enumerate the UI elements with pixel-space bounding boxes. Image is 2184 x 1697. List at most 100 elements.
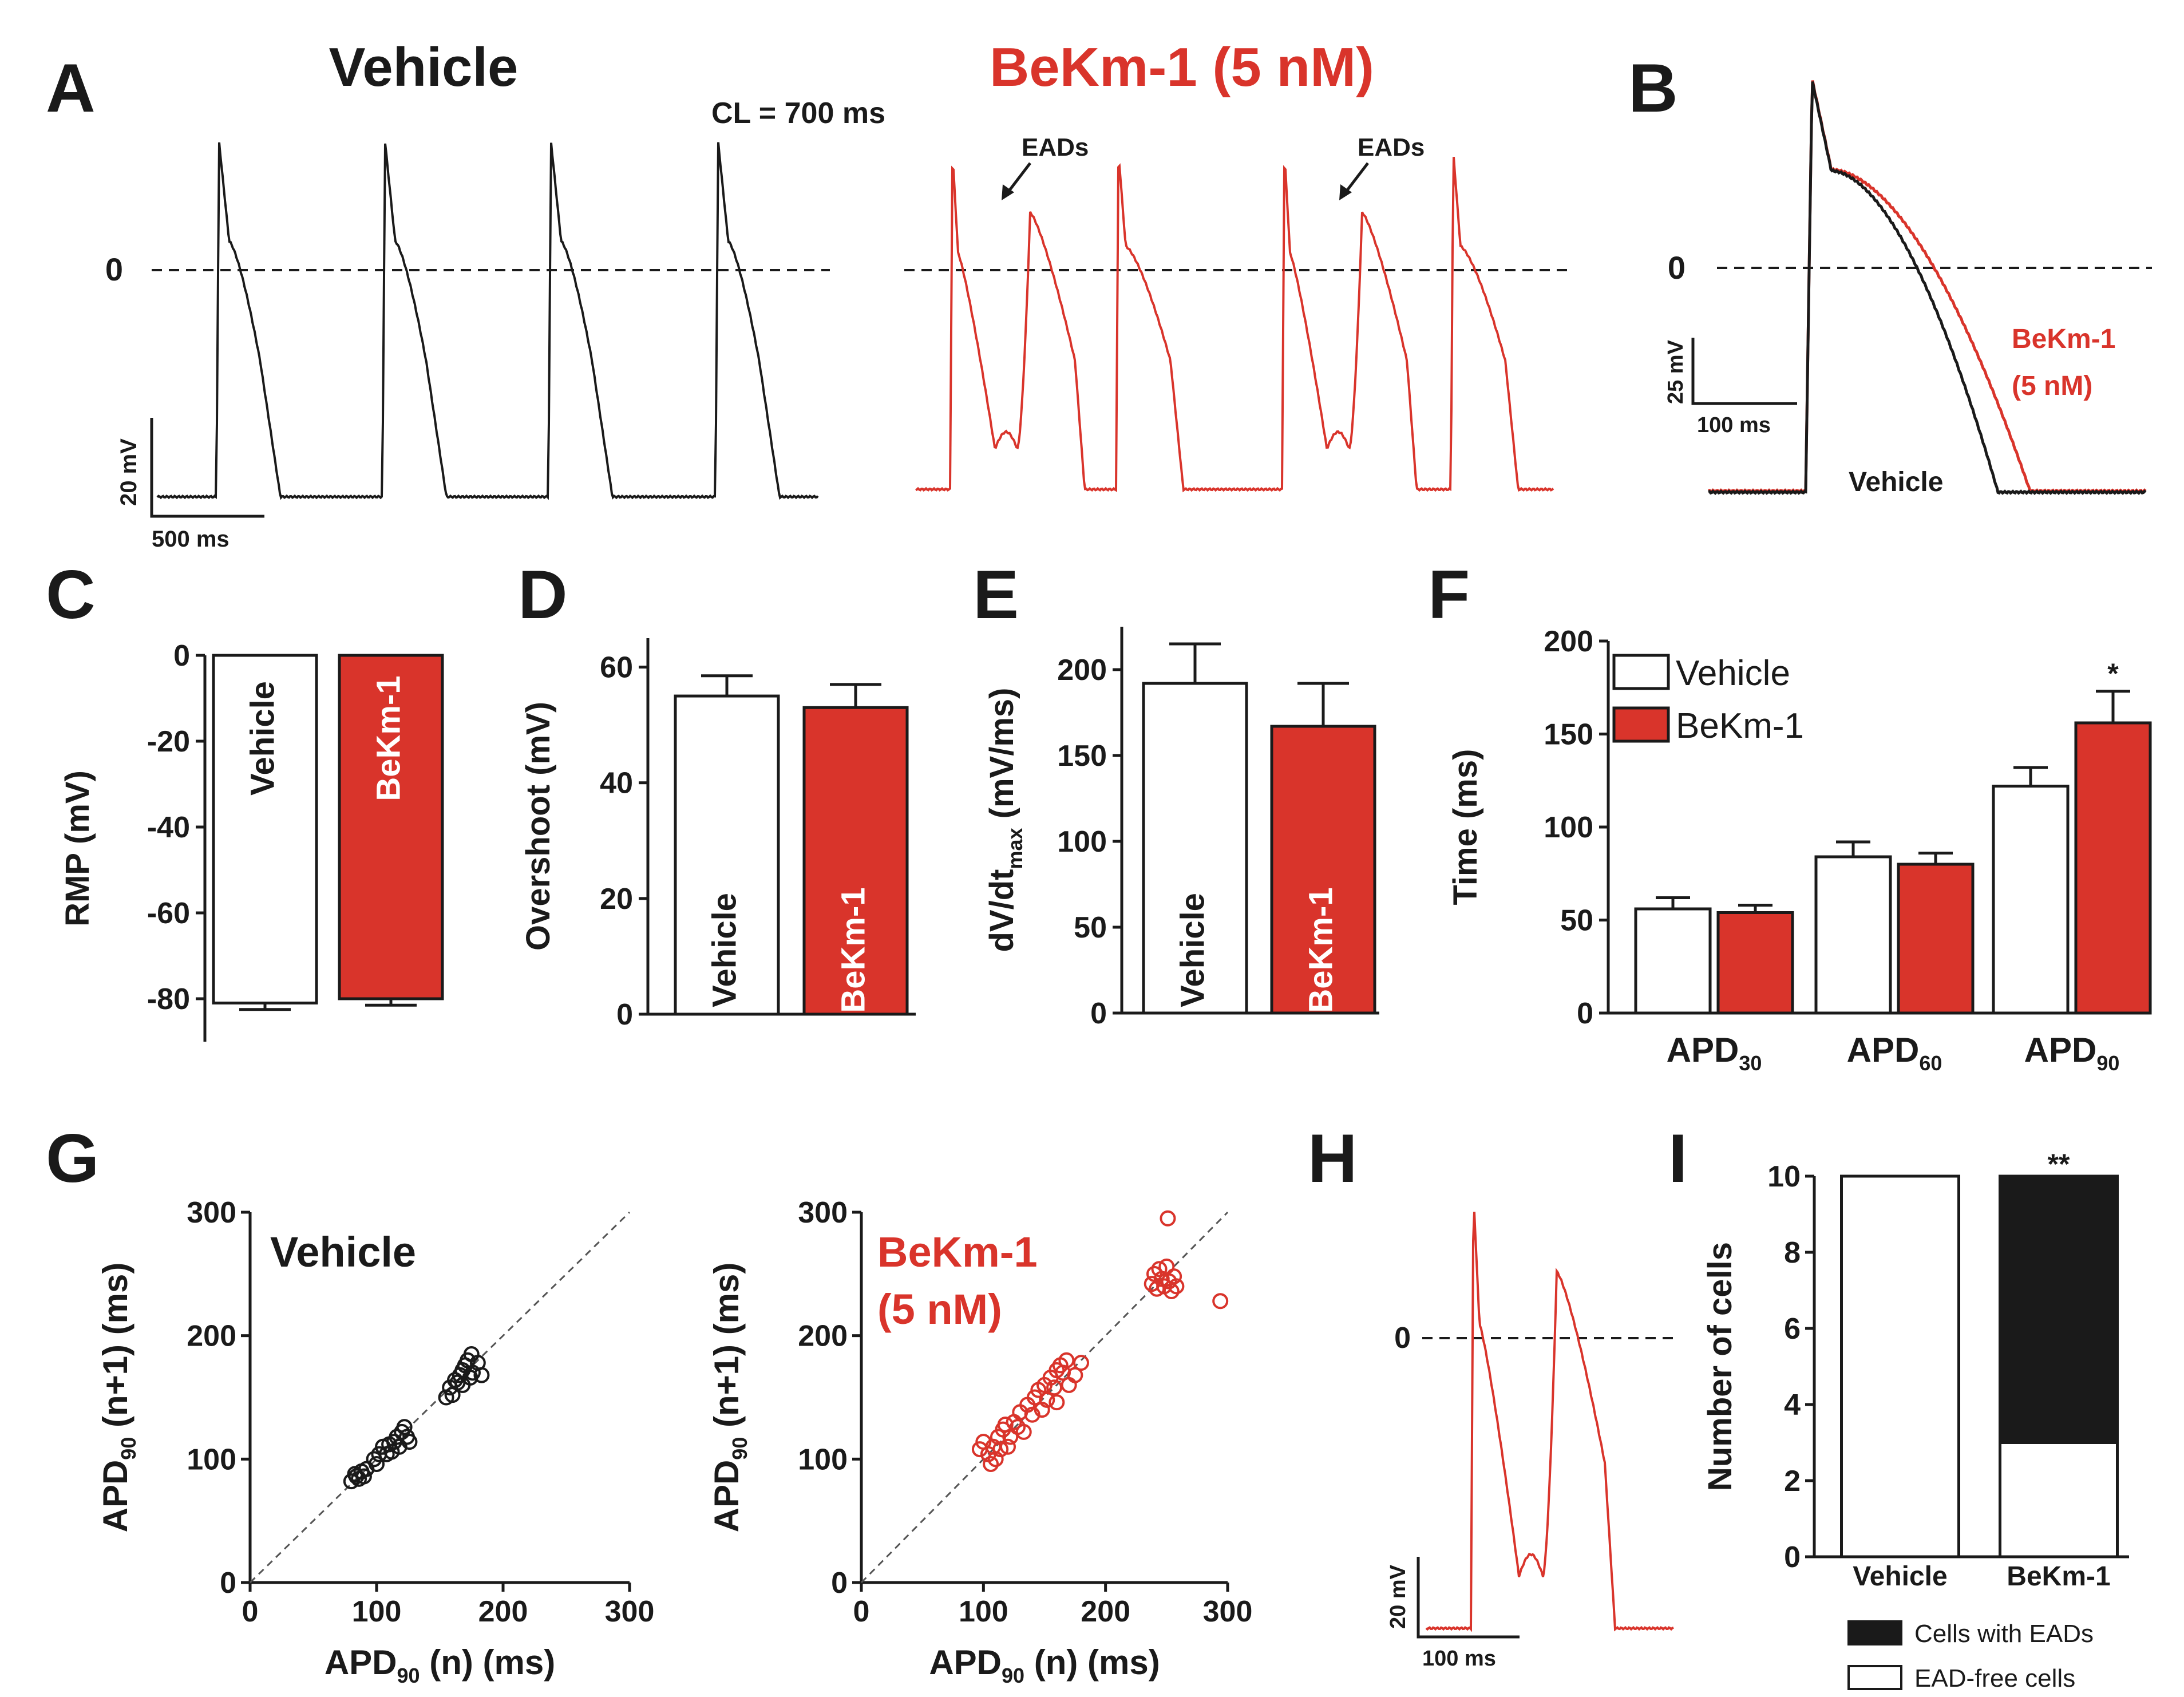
scatter-point [1149,1280,1165,1297]
eads-arrowhead-2 [1339,184,1352,200]
scatter-point [1000,1438,1016,1455]
y-tick-label: 50 [1074,911,1107,944]
bekm-ead-trace [1425,1212,1674,1632]
scatter-point [1166,1268,1182,1285]
eads-arrow-2 [1343,162,1369,196]
bar [1270,725,1376,1015]
scatter-point [987,1451,1004,1467]
panel-b-label-bekm: BeKm-1 [2012,324,2115,354]
panel-a-scale-bar [150,418,264,518]
scatter-point [355,1468,372,1485]
x-axis-label: APD90 (n) (ms) [929,1643,1160,1687]
bar-label: BeKm-1 [370,675,407,801]
scatter-point [1160,1210,1176,1227]
y-tick-label: 300 [798,1196,848,1229]
panel-labels: A B C D E F G H I [46,50,1687,1197]
stacked-bar [1999,1174,2119,1444]
panel-a-title-vehicle: Vehicle [329,37,519,98]
scatter-point [983,1455,999,1472]
x-tick-label: APD30 [1667,1031,1762,1075]
bar [1716,911,1794,1015]
vehicle-trace-overlay [1708,81,2147,495]
bar [674,694,780,1016]
scatter-bekm: 0 100 200 300 0 100 200 300 APD90 (n) (ms) APD90 … [707,1196,1252,1687]
x-tick-label: 100 [352,1595,402,1628]
scatter-point [401,1434,418,1450]
scatter-point [1046,1379,1063,1396]
y-tick-label: 0 [220,1567,236,1600]
x-tick-label: 200 [478,1595,528,1628]
panel-a-scale-ms: 500 ms [152,527,230,552]
y-tick-label: -80 [147,983,190,1016]
panel-b-scale-bar [1691,338,1797,405]
bar-label: BeKm-1 [1302,887,1339,1012]
y-tick-label: 2 [1784,1465,1801,1498]
significance-marker: * [2107,658,2119,690]
chart-rmp: 0 -20 -40 -60 -80 Vehicle BeKm-1 RMP (mV) [59,639,444,1042]
bar [802,706,909,1016]
y-tick-label: 150 [1057,739,1107,773]
x-tick-label: 300 [605,1595,655,1628]
panel-h-scale-mv: 20 mV [1386,1564,1410,1629]
y-tick-label: 150 [1544,718,1593,751]
eads-label-1: EADs [1022,133,1089,161]
scatter-point [1024,1406,1040,1423]
scatter-point [1163,1283,1180,1300]
bar-label: Vehicle [1174,893,1211,1007]
legend-label: EAD-free cells [1914,1664,2075,1692]
panel-b-scale-ms: 100 ms [1697,413,1771,437]
x-tick-label: Vehicle [1853,1561,1947,1592]
panel-b-label-bekm-conc: (5 nM) [2012,371,2092,401]
bekm-trace [915,157,1554,493]
panel-b-overlay: 0 25 mV 100 ms BeKm-1 (5 nM) Vehicle [1664,80,2152,497]
scatter-point [992,1441,1009,1458]
x-tick-label: BeKm-1 [2007,1561,2110,1592]
scatter-title: Vehicle [270,1228,416,1276]
x-tick-label: 0 [242,1595,259,1628]
legend-swatch [1612,706,1670,743]
y-tick-label: 0 [1577,997,1593,1030]
bar-label: Vehicle [706,893,743,1007]
scatter-title-conc: (5 nM) [877,1285,1002,1333]
scatter-point [383,1443,400,1460]
y-tick-label: 200 [1544,625,1593,658]
chart-overshoot: 0 20 40 60 Vehicle BeKm-1 Overshoot (mV) [520,638,916,1031]
panel-label-f: F [1428,556,1470,633]
bar [338,654,444,1000]
y-tick-label: 40 [600,767,633,800]
bar [2074,721,2152,1015]
scatter-point [1058,1352,1075,1368]
significance-marker: ** [2048,1148,2070,1180]
panel-label-h: H [1308,1120,1358,1197]
x-tick-label: APD90 [2024,1031,2120,1075]
y-tick-label: 0 [616,998,633,1031]
scatter-point [1067,1367,1083,1383]
panel-label-c: C [46,556,96,633]
stacked-bar [1999,1441,2119,1558]
scatter-point [462,1369,478,1386]
y-tick-label: 10 [1767,1160,1801,1193]
y-tick-label: 100 [1544,811,1593,844]
scatter-title: BeKm-1 [877,1228,1038,1276]
y-tick-label: 8 [1784,1236,1801,1269]
panel-b-scale-mv: 25 mV [1664,339,1688,404]
chart-apd: 0 50 100 150 200 Time (ms) APD30 APD60 APD90 * Veh… [1447,625,2152,1075]
eads-arrowhead-1 [1002,184,1014,200]
panel-h-zero-label: 0 [1394,1322,1411,1355]
y-tick-label: 200 [187,1320,236,1353]
y-tick-label: 0 [1784,1541,1801,1574]
legend-label: BeKm-1 [1676,706,1804,746]
y-tick-label: 50 [1560,904,1593,937]
y-axis-label: Time (ms) [1447,749,1484,905]
scatter-point [1049,1394,1065,1411]
bar [1897,863,1975,1015]
scatter-point [1168,1278,1185,1295]
y-tick-label: 4 [1784,1389,1801,1422]
y-tick-label: 100 [798,1443,848,1476]
panel-a-cycle-length: CL = 700 ms [711,97,885,130]
legend-swatch [1612,654,1670,690]
x-tick-label: 0 [853,1595,870,1628]
y-axis-label: APD90 (n+1) (ms) [707,1263,751,1533]
panel-label-g: G [46,1120,99,1197]
legend-label: Cells with EADs [1914,1620,2094,1648]
